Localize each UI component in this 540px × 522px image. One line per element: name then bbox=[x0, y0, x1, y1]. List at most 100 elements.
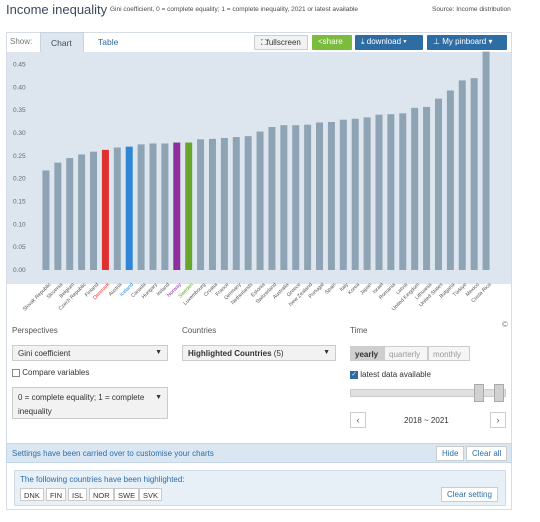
bar-denmark[interactable] bbox=[101, 149, 109, 270]
chevron-down-icon: ▼ bbox=[155, 349, 162, 356]
bar-latvia[interactable] bbox=[399, 113, 407, 270]
bar-sweden[interactable] bbox=[185, 142, 193, 270]
bar-chart: 0.45 0.40 0.35 0.30 0.25 0.20 0.15 0.10 0.05 0.00 bbox=[13, 51, 490, 274]
bar-estonia[interactable] bbox=[256, 131, 264, 270]
download-label: download ▾ bbox=[366, 37, 407, 46]
share-icon: < bbox=[318, 37, 323, 46]
y-tick-label: 0.40 bbox=[13, 84, 26, 91]
compare-checkbox[interactable] bbox=[12, 368, 20, 377]
bar-germany[interactable] bbox=[232, 137, 240, 270]
tab-chart[interactable]: Chart bbox=[40, 32, 84, 52]
countries-count: (5) bbox=[273, 349, 284, 358]
clear-setting-button[interactable]: Clear setting bbox=[441, 487, 498, 502]
bar-spain[interactable] bbox=[327, 121, 335, 270]
chip-fin[interactable]: FIN bbox=[46, 488, 67, 501]
prev-period-button[interactable]: ‹ bbox=[350, 412, 366, 428]
settings-notice bbox=[6, 443, 512, 463]
fullscreen-button[interactable]: ⛶fullscreen bbox=[254, 35, 308, 50]
bar-croatia[interactable] bbox=[208, 138, 216, 270]
chevron-left-icon: ‹ bbox=[356, 415, 360, 425]
download-icon: ⤓ bbox=[361, 37, 367, 46]
bar-new-zealand[interactable] bbox=[304, 124, 312, 270]
show-label: Show: bbox=[10, 37, 33, 46]
bar-korea[interactable] bbox=[351, 118, 359, 270]
bar-united-states[interactable] bbox=[434, 98, 442, 271]
bar-norway[interactable] bbox=[173, 142, 181, 270]
bar-lithuania[interactable] bbox=[423, 106, 431, 270]
bar-united-kingdom[interactable] bbox=[411, 107, 419, 271]
perspectives-label: Perspectives bbox=[12, 326, 58, 335]
y-tick-label: 0.00 bbox=[13, 267, 26, 274]
settings-icon[interactable]: © bbox=[502, 320, 508, 329]
chevron-down-icon: ▼ bbox=[155, 394, 162, 401]
chip-svk[interactable]: SVK bbox=[139, 488, 163, 501]
bar-france[interactable] bbox=[220, 137, 228, 270]
bar-bulgaria[interactable] bbox=[446, 90, 454, 270]
chip-dnk[interactable]: DNK bbox=[20, 488, 44, 501]
bar-mexico[interactable] bbox=[470, 78, 478, 270]
quarterly-button[interactable]: quarterly bbox=[384, 346, 428, 361]
chevron-right-icon: › bbox=[496, 415, 500, 425]
bar-costa-rica[interactable] bbox=[482, 51, 490, 271]
bar-romania[interactable] bbox=[387, 114, 395, 270]
bar-italy[interactable] bbox=[339, 119, 347, 270]
bar-luxembourg[interactable] bbox=[197, 139, 205, 270]
bar-iceland[interactable] bbox=[125, 146, 133, 270]
bar-slovenia[interactable] bbox=[54, 162, 62, 270]
bar-australia[interactable] bbox=[280, 125, 288, 270]
indicator-value: Gini coefficient bbox=[18, 349, 71, 358]
slider-handle-start[interactable] bbox=[474, 384, 484, 402]
measure-value: 0 = complete equality; 1 = complete ineq… bbox=[18, 393, 145, 416]
clear-all-button[interactable]: Clear all bbox=[466, 446, 508, 461]
time-slider-track[interactable] bbox=[350, 389, 506, 397]
bar-greece[interactable] bbox=[292, 125, 300, 270]
chip-nor[interactable]: NOR bbox=[89, 488, 114, 501]
latest-label: latest data available bbox=[360, 370, 431, 379]
bar-canada[interactable] bbox=[137, 144, 145, 270]
indicator-select[interactable]: Gini coefficient ▼ bbox=[12, 345, 168, 361]
bar-t-rkiye[interactable] bbox=[458, 80, 466, 271]
latest-data-option[interactable]: ✓ latest data available bbox=[350, 370, 431, 379]
y-tick-label: 0.15 bbox=[13, 198, 26, 205]
compare-variables[interactable]: Compare variables bbox=[12, 368, 89, 377]
pinboard-label: My pinboard ▾ bbox=[442, 37, 493, 46]
monthly-button[interactable]: monthly bbox=[428, 346, 470, 361]
yearly-button[interactable]: yearly bbox=[350, 346, 384, 361]
hide-button[interactable]: Hide bbox=[436, 446, 465, 461]
bar-hungary[interactable] bbox=[149, 143, 157, 270]
latest-checkbox[interactable]: ✓ bbox=[350, 370, 358, 379]
share-button[interactable]: <share bbox=[312, 35, 352, 50]
chart-subtitle: Gini coefficient, 0 = complete equality;… bbox=[110, 6, 358, 13]
bar-ireland[interactable] bbox=[161, 143, 169, 270]
chip-swe[interactable]: SWE bbox=[114, 488, 140, 501]
bar-slovak-republic[interactable] bbox=[42, 170, 50, 270]
chip-isl[interactable]: ISL bbox=[68, 488, 88, 501]
y-tick-label: 0.25 bbox=[13, 153, 26, 160]
notice-text: Settings have been carried over to custo… bbox=[12, 449, 214, 458]
bar-israel[interactable] bbox=[375, 114, 383, 271]
tab-table[interactable]: Table bbox=[98, 37, 119, 47]
bar-belgium[interactable] bbox=[66, 158, 74, 270]
measure-select[interactable]: 0 = complete equality; 1 = complete ineq… bbox=[12, 387, 168, 419]
bar-japan[interactable] bbox=[363, 117, 371, 270]
chart-frame bbox=[6, 32, 512, 510]
slider-handle-end[interactable] bbox=[494, 384, 504, 402]
countries-select[interactable]: Highlighted Countries (5) ▼ bbox=[182, 345, 336, 361]
bar-portugal[interactable] bbox=[316, 122, 324, 270]
bar-austria[interactable] bbox=[113, 147, 121, 270]
chevron-down-icon: ▼ bbox=[323, 349, 330, 356]
time-label: Time bbox=[350, 326, 368, 335]
source-link[interactable]: Source: Income distribution bbox=[432, 6, 511, 13]
share-label: share bbox=[322, 37, 343, 46]
bar-czech-republic[interactable] bbox=[78, 154, 86, 270]
next-period-button[interactable]: › bbox=[490, 412, 506, 428]
fullscreen-icon: ⛶ bbox=[261, 38, 267, 47]
bar-switzerland[interactable] bbox=[268, 127, 276, 270]
bar-netherlands[interactable] bbox=[244, 136, 252, 270]
bar-finland[interactable] bbox=[90, 151, 98, 270]
pinboard-button[interactable]: ⊥ My pinboard ▾ bbox=[427, 35, 507, 50]
y-tick-label: 0.45 bbox=[13, 61, 26, 68]
fullscreen-label: fullscreen bbox=[266, 38, 301, 47]
compare-label: Compare variables bbox=[22, 368, 90, 377]
download-button[interactable]: ⤓ download ▾ bbox=[355, 35, 423, 50]
